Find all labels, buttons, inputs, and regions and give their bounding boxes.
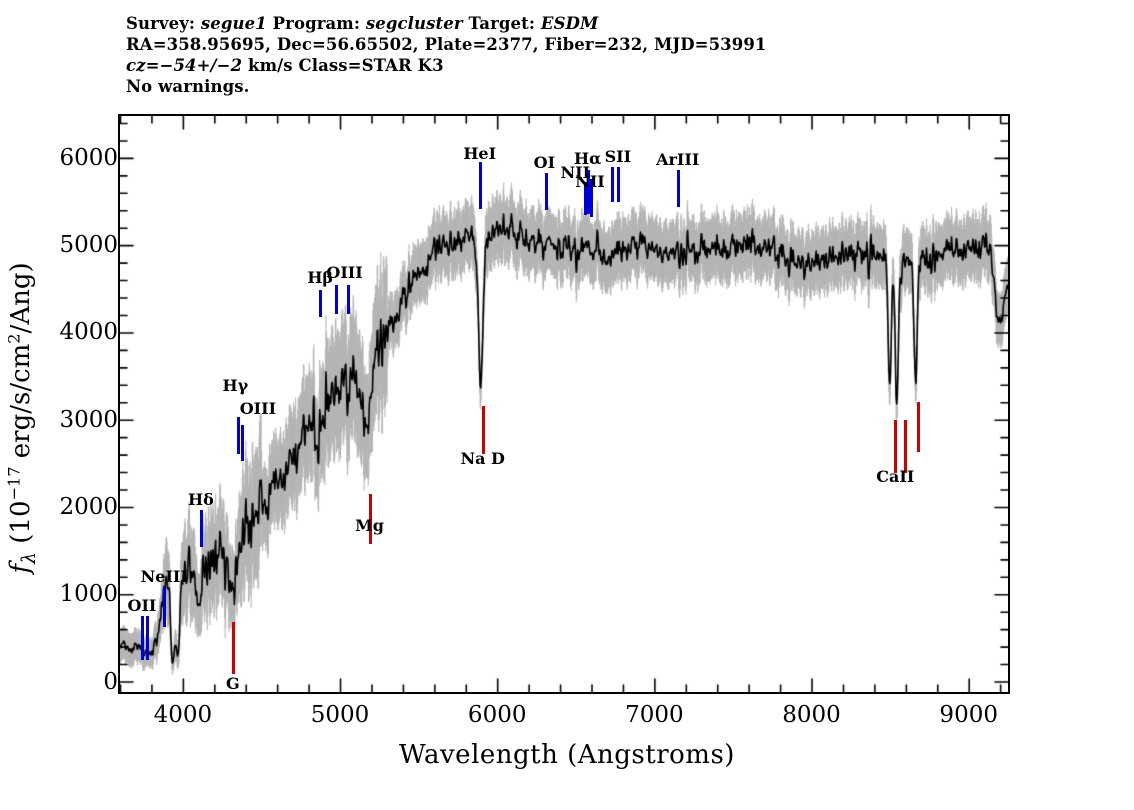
y-axis-symbol: f	[5, 563, 36, 574]
spectral-line-marker	[368, 494, 372, 544]
spectral-line-label: CaII	[876, 467, 915, 486]
header-line-warnings: No warnings.	[126, 77, 250, 96]
spectral-line-marker	[237, 417, 241, 454]
spectral-line-marker	[584, 182, 588, 215]
spectral-line-marker	[616, 167, 620, 202]
spectral-line-label: OII	[127, 596, 157, 615]
x-tick-label: 7000	[625, 702, 684, 728]
spectral-line-marker	[145, 616, 149, 660]
spectral-line-label: OI	[533, 153, 556, 172]
spectral-line-label: OIII	[326, 263, 363, 282]
y-tick-label: 5000	[59, 232, 118, 259]
spectral-line-marker	[163, 587, 167, 627]
spectrum-canvas	[120, 116, 1008, 692]
x-tick-label: 5000	[310, 702, 370, 728]
y-axis-title: fλ (10−17 erg/s/cm2/Ang)	[4, 262, 40, 574]
x-tick-label: 4000	[153, 702, 213, 728]
x-tick-label: 6000	[467, 702, 527, 728]
plot-frame: OII NeIII Hδ Hγ OIII Hβ OIII HeI OI NII Hα NII SII Ar…	[118, 114, 1010, 694]
plot-canvas-wrap	[120, 116, 1008, 692]
spectral-line-marker	[610, 167, 614, 202]
spectral-line-label: HeI	[463, 144, 497, 163]
spectral-line-marker	[904, 420, 908, 473]
spectral-line-label: Hγ	[222, 376, 249, 395]
spectral-line-marker	[346, 285, 350, 314]
spectral-line-marker	[894, 420, 898, 473]
y-tick-label: 4000	[59, 319, 118, 346]
spectral-line-marker	[481, 406, 485, 454]
header-line-survey: Survey: segue1 Program: segcluster Targe…	[126, 14, 599, 33]
spectral-line-label: Hδ	[187, 490, 214, 509]
spectral-line-label: NeIII	[140, 567, 188, 586]
y-tick-label: 0	[103, 668, 118, 695]
spectral-line-label: SII	[604, 147, 632, 166]
y-axis-units: (10−17 erg/s/cm2/Ang)	[4, 262, 36, 544]
x-tick-label: 9000	[939, 702, 998, 728]
spectral-line-marker	[231, 622, 235, 674]
spectral-line-label: Hβ	[307, 268, 334, 287]
spectral-line-marker	[478, 162, 482, 209]
y-tick-label: 3000	[59, 406, 118, 433]
spectral-line-label: Mg	[355, 516, 384, 535]
x-axis-title: Wavelength (Angstroms)	[399, 740, 735, 770]
spectral-line-label: OIII	[239, 399, 277, 418]
spectral-line-label: NII	[560, 163, 591, 182]
spectrum-header: Survey: segue1 Program: segcluster Targe…	[126, 13, 1006, 97]
spectral-line-label: ArIII	[656, 150, 700, 169]
y-tick-label: 1000	[59, 581, 118, 608]
spectral-line-marker	[916, 402, 920, 452]
spectral-line-marker	[586, 170, 590, 214]
spectral-line-marker	[334, 285, 338, 314]
spectral-line-marker	[545, 173, 549, 210]
spectral-line-marker	[589, 179, 593, 217]
header-line-redshift: cz=−54+/−2 km/s Class=STAR K3	[126, 56, 444, 75]
spectral-line-label: Hα	[573, 149, 602, 168]
y-tick-label: 6000	[59, 144, 118, 171]
spectral-line-marker	[140, 616, 144, 660]
spectral-line-label: NII	[575, 172, 605, 191]
header-line-coords: RA=358.95695, Dec=56.65502, Plate=2377, …	[126, 35, 767, 54]
spectral-line-marker	[676, 170, 680, 207]
x-tick-label: 8000	[782, 702, 841, 728]
spectral-line-marker	[199, 510, 203, 547]
spectral-line-marker	[240, 425, 244, 461]
spectral-line-marker	[319, 290, 323, 317]
spectral-line-label: G	[225, 674, 240, 693]
y-tick-label: 2000	[59, 493, 118, 520]
spectral-line-label: Na D	[460, 449, 505, 468]
